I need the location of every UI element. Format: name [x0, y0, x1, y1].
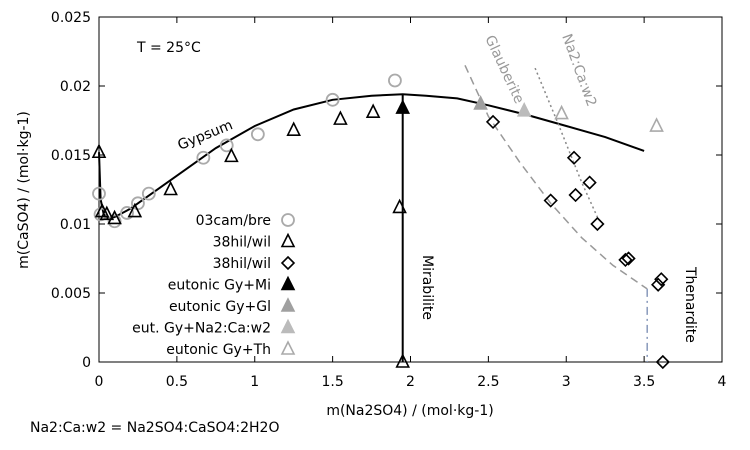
data-point: [395, 99, 411, 114]
legend-marker: [280, 297, 296, 312]
legend-label: eutonic Gy+Th: [166, 342, 271, 358]
data-point: [107, 209, 122, 225]
legend-label: 38hil/wil: [213, 256, 271, 272]
data-point: [516, 102, 532, 117]
legend-marker: [280, 318, 296, 334]
curves: [98, 64, 648, 362]
data-point: [649, 117, 664, 132]
data-point: [99, 205, 115, 221]
y-axis-label: m(CaSO4) / (mol·kg-1): [16, 111, 32, 269]
data-point: [219, 138, 234, 153]
data-point: [568, 187, 583, 203]
x-tick-label: 4: [718, 374, 727, 390]
y-tick-label: 0.015: [51, 148, 91, 164]
legend-marker: [280, 340, 296, 355]
data-point: [163, 180, 178, 196]
data-point: [107, 214, 122, 229]
legend-label: eutonic Gy+Mi: [168, 278, 271, 294]
data-point: [651, 277, 666, 292]
na2caw2-label: Na2:Ca:w2: [558, 32, 599, 109]
legend-marker: [280, 232, 296, 248]
x-tick-label: 1: [250, 374, 259, 390]
x-tick-label: 0: [95, 374, 104, 390]
gypsum-label: Gypsum: [176, 117, 236, 153]
gypsum-curve: [98, 93, 645, 220]
legend-label: eutonic Gy+Gl: [169, 299, 271, 315]
data-point: [395, 353, 411, 368]
legend-label: 03cam/bre: [196, 213, 271, 229]
data-point: [365, 103, 381, 119]
data-markers: [91, 73, 670, 370]
data-point: [582, 175, 597, 190]
data-point: [655, 354, 670, 370]
data-point: [618, 252, 633, 268]
data-point: [250, 127, 265, 142]
data-point: [224, 147, 239, 163]
x-tick-label: 2: [406, 374, 415, 390]
legend-marker: [281, 213, 295, 227]
data-point: [127, 202, 143, 218]
data-point: [566, 150, 582, 165]
data-point: [543, 193, 558, 208]
data-point: [325, 92, 340, 107]
data-point: [196, 150, 211, 165]
mirabilite-label: Mirabilite: [419, 255, 435, 320]
x-tick-label: 0.5: [166, 374, 188, 390]
y-tick-label: 0.01: [60, 217, 91, 233]
y-tick-label: 0.005: [51, 286, 91, 302]
thenardite-label: Thenardite: [682, 266, 698, 343]
x-tick-label: 3.5: [633, 374, 655, 390]
data-point: [621, 251, 636, 266]
axis-ticks: 0 0.5 1 1.5 2 2.5 3 3.5 4 0 0.005 0.01 0.015 0.02 0.02…: [51, 10, 727, 390]
data-point: [333, 110, 348, 125]
glauberite-curve: [464, 64, 648, 290]
legend-label: 38hil/wil: [213, 235, 271, 251]
data-point: [92, 186, 106, 201]
data-point: [120, 206, 134, 220]
y-tick-label: 0: [82, 355, 91, 371]
data-point: [388, 73, 402, 88]
data-point: [554, 104, 569, 120]
data-point: [392, 198, 407, 214]
y-tick-label: 0.02: [60, 79, 91, 95]
glauberite-label: Glauberite: [481, 33, 527, 106]
legend-marker: [280, 275, 296, 291]
temperature-label: T = 25°C: [136, 40, 201, 56]
data-point: [473, 95, 488, 110]
data-point: [590, 216, 605, 232]
footnote: Na2:Ca:w2 = Na2SO4:CaSO4:2H2O: [30, 420, 280, 436]
na2-ca-w2-curve: [534, 67, 599, 218]
x-tick-label: 3: [562, 374, 571, 390]
data-point: [286, 121, 301, 136]
legend: 03cam/bre 38hil/wil 38hil/wil eutonic Gy+Mi…: [132, 213, 296, 358]
data-point: [485, 114, 501, 130]
x-tick-label: 1.5: [321, 374, 343, 390]
data-point: [654, 272, 669, 287]
y-tick-label: 0.025: [51, 10, 91, 26]
data-point: [91, 143, 107, 159]
legend-marker: [280, 255, 296, 271]
legend-label: eut. Gy+Na2:Ca:w2: [132, 321, 271, 337]
x-tick-label: 2.5: [477, 374, 499, 390]
x-axis-label: m(Na2SO4) / (mol·kg-1): [326, 403, 493, 419]
data-point: [141, 186, 156, 201]
